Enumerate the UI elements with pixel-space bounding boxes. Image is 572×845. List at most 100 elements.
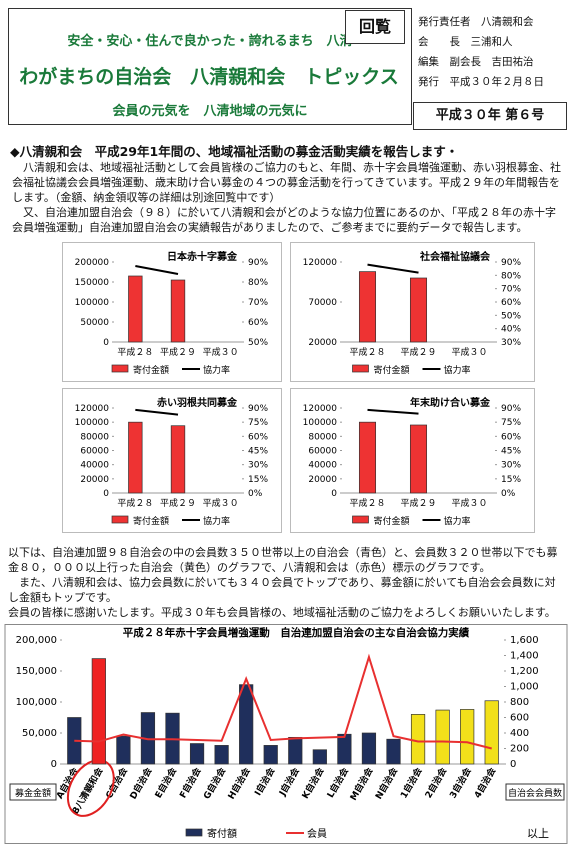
legend-label: 寄付金額 — [374, 515, 410, 527]
x-tick-label: 平成２９ — [160, 497, 196, 509]
legend-label: 会員 — [307, 827, 327, 840]
y-tick-label: 20000 — [308, 475, 337, 485]
y-tick-label: 70000 — [308, 298, 337, 308]
paragraph: また、八清親和会は、協力会員数に於いても３４０会員でトップであり、募金額に於いて… — [8, 576, 556, 604]
y2-tick-label: 90% — [501, 258, 521, 268]
info-line: 会 長 三浦和人 — [418, 36, 513, 48]
y2-axis-label: 自治会会員数 — [508, 787, 562, 799]
chart-frame — [4, 624, 568, 844]
outro: 以下は、自治連加盟９８自治会の中の会員数３５０世帯以上の自治会（青色）と、会員数… — [8, 545, 564, 620]
legend-swatch — [111, 364, 129, 373]
y2-tick-label: 60% — [248, 318, 268, 328]
y-tick-label: 150,000 — [16, 666, 57, 677]
legend-swatch — [352, 364, 369, 373]
y2-tick-label: 200 — [510, 744, 529, 755]
bar — [128, 421, 143, 494]
y2-tick-label: 1,000 — [510, 682, 539, 693]
bar — [189, 743, 205, 765]
y2-tick-label: 75% — [248, 418, 268, 428]
bar — [409, 424, 428, 494]
y2-tick-label: 60% — [501, 432, 521, 442]
y-tick-label: 100000 — [303, 418, 338, 428]
y2-tick-label: 1,200 — [510, 666, 539, 677]
bar — [128, 275, 143, 343]
paragraph: 以下は、自治連加盟９８自治会の中の会員数３５０世帯以上の自治会（青色）と、会員数… — [8, 546, 558, 574]
chart-title: 平成２８年赤十字会員増強運動 自治連加盟自治会の主な自治会協力実績 — [123, 626, 470, 639]
legend-label: 寄付額 — [207, 827, 237, 840]
line — [74, 653, 492, 750]
y-tick-label: 200,000 — [16, 635, 57, 646]
y2-tick-label: 0% — [501, 489, 516, 499]
y2-tick-label: 90% — [248, 404, 268, 414]
y2-tick-label: 60% — [248, 432, 268, 442]
legend-swatch — [111, 515, 129, 524]
x-tick-label: 平成２８ — [117, 346, 153, 358]
y-tick-label: 50000 — [80, 318, 109, 328]
x-tick-label: 平成２９ — [400, 497, 436, 509]
info-line: 編集 副会長 吉田祐治 — [418, 56, 534, 68]
y-tick-label: 40000 — [80, 461, 109, 471]
chart: 日本赤十字募金 0 50000 100000 150000 200000 50% 60% 70%… — [62, 242, 282, 382]
y2-tick-label: 70% — [248, 298, 268, 308]
x-tick-label: 平成３０ — [203, 497, 239, 509]
y2-tick-label: 15% — [501, 475, 521, 485]
x-tick-label: 平成２９ — [160, 346, 196, 358]
y2-tick-label: 30% — [501, 461, 521, 471]
y-tick-label: 80000 — [308, 432, 337, 442]
bar — [361, 732, 377, 765]
x-tick-label: 平成２９ — [400, 346, 436, 358]
y2-tick-label: 80% — [501, 271, 521, 281]
bar — [386, 738, 401, 765]
line — [367, 408, 419, 415]
y2-tick-label: 0% — [248, 489, 263, 499]
note: 以上 — [527, 827, 549, 840]
y2-tick-label: 800 — [510, 697, 529, 708]
info-line: 発行 平成３０年２月８日 — [418, 76, 544, 88]
y2-tick-label: 45% — [501, 447, 521, 457]
motto: 安全・安心・住んで良かった・誇れるまち 八清 — [67, 34, 353, 49]
y2-tick-label: 80% — [248, 278, 268, 288]
bar — [263, 745, 278, 765]
y2-tick-label: 1,400 — [510, 651, 539, 662]
line — [135, 408, 179, 416]
bar — [409, 277, 428, 343]
y-tick-label: 120000 — [303, 258, 338, 268]
bar — [170, 425, 186, 494]
y2-tick-label: 70% — [501, 285, 521, 295]
y-tick-label: 0 — [103, 338, 109, 348]
legend-label: 寄付金額 — [374, 364, 410, 376]
x-tick-label: 平成３０ — [451, 346, 487, 358]
x-tick-label: 平成３０ — [203, 346, 239, 358]
intro: 八清親和会は、地域福祉活動として会員皆様のご協力のもと、年間、赤十字会員増強運動… — [12, 160, 562, 235]
y-tick-label: 40000 — [308, 461, 337, 471]
y-tick-label: 0 — [103, 489, 109, 499]
chart-title: 社会福祉協議会 — [419, 250, 490, 263]
legend-label: 協力率 — [444, 515, 471, 527]
y-tick-label: 100000 — [75, 298, 110, 308]
line — [135, 265, 179, 275]
y2-tick-label: 30% — [501, 338, 521, 348]
y2-tick-label: 45% — [248, 447, 268, 457]
issue: 平成３０年 第６号 — [413, 102, 567, 130]
axis-label-box — [505, 783, 565, 801]
bar — [288, 736, 303, 765]
legend-label: 協力率 — [444, 364, 471, 376]
y2-tick-label: 1,600 — [510, 635, 539, 646]
line — [367, 263, 419, 274]
chart: 赤い羽根共同募金 0 20000 40000 60000 80000 100000 12000… — [62, 388, 282, 533]
legend-label: 協力率 — [203, 364, 230, 376]
bar — [337, 733, 352, 765]
bar — [239, 684, 254, 765]
legend-label: 寄付金額 — [133, 364, 169, 376]
y-axis-label: 募金金額 — [15, 787, 51, 799]
bar — [170, 279, 186, 343]
legend-label: 協力率 — [203, 515, 230, 527]
y2-tick-label: 50% — [501, 311, 521, 321]
y-tick-label: 0 — [51, 759, 57, 770]
header-box — [8, 8, 412, 125]
y-tick-label: 80000 — [80, 432, 109, 442]
chart-title: 赤い羽根共同募金 — [157, 396, 238, 409]
y2-tick-label: 90% — [248, 258, 268, 268]
y2-tick-label: 75% — [501, 418, 521, 428]
y-tick-label: 50,000 — [22, 728, 57, 739]
